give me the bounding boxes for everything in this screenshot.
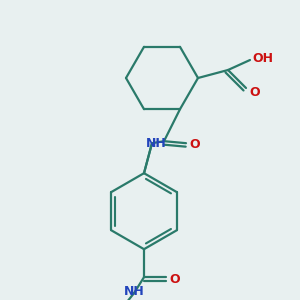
Text: NH: NH [146,137,167,150]
Text: OH: OH [252,52,273,65]
Text: O: O [169,273,180,286]
Text: NH: NH [124,285,145,298]
Text: O: O [249,85,260,98]
Text: O: O [189,138,200,151]
